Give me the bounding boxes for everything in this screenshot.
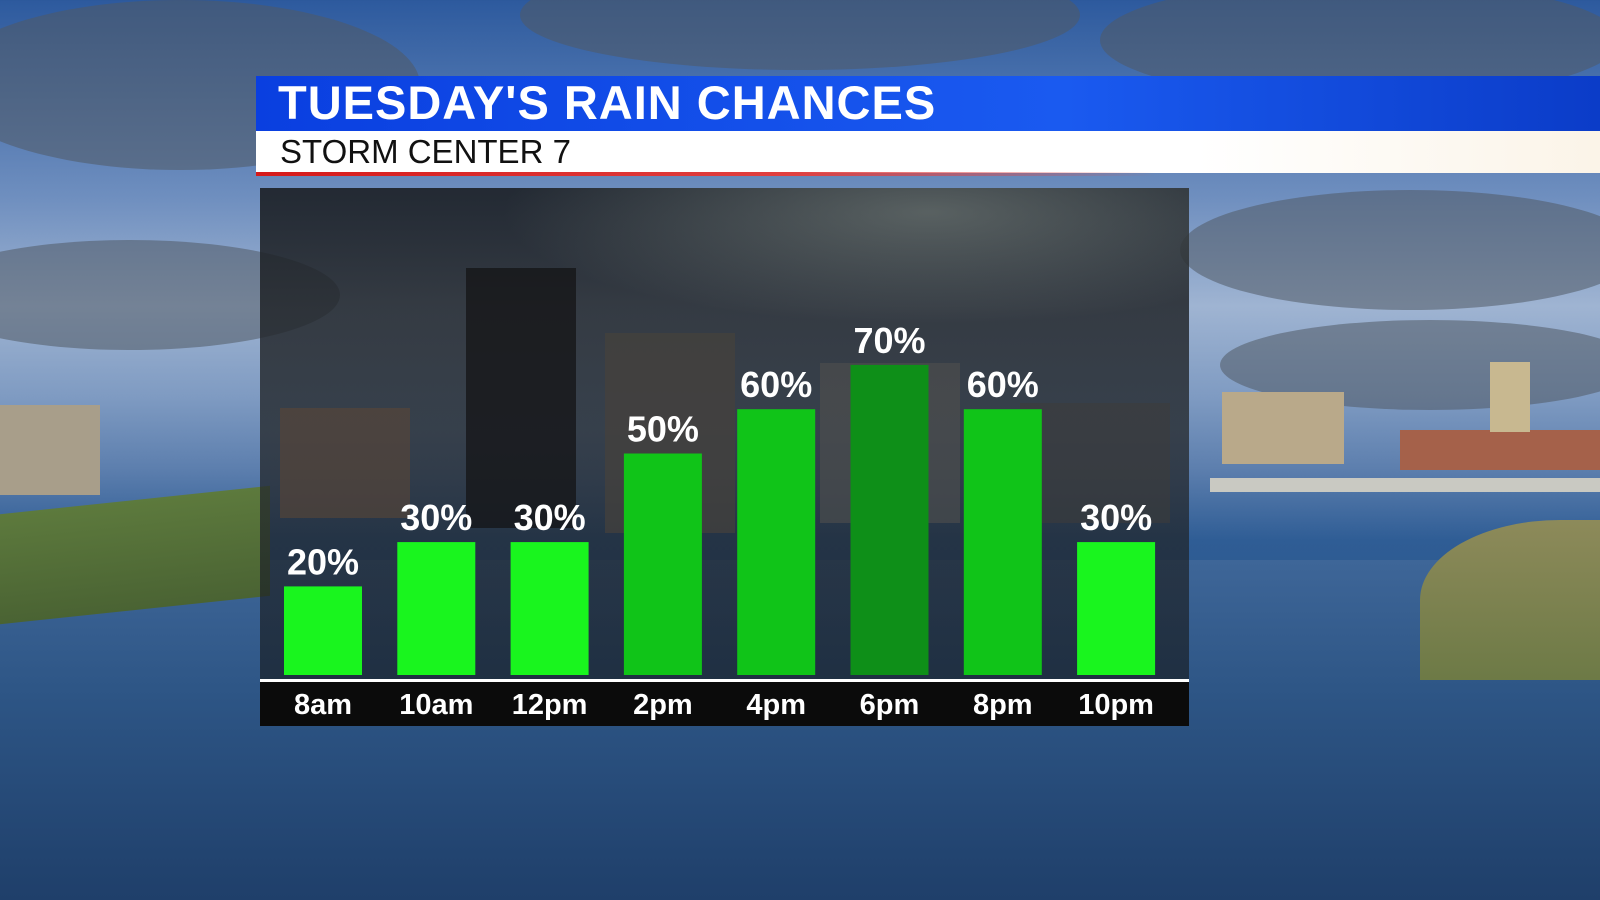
data-label: 30% — [1080, 497, 1152, 538]
title-bar — [256, 76, 1600, 131]
data-label: 70% — [853, 320, 925, 361]
bar-6pm — [850, 364, 929, 675]
data-label: 30% — [400, 497, 472, 538]
bridge — [1210, 478, 1600, 492]
x-tick-label: 6pm — [860, 689, 920, 721]
data-label: 50% — [627, 409, 699, 450]
accent-line — [256, 172, 1156, 176]
subtitle-bar — [256, 131, 1600, 173]
x-tick-label: 12pm — [512, 689, 588, 721]
bar-8pm — [963, 409, 1042, 675]
skyline-building — [280, 408, 410, 518]
bar-12pm — [510, 542, 589, 675]
station-name: STORM CENTER 7 — [280, 133, 571, 170]
x-tick-label: 10am — [399, 689, 473, 721]
x-tick-label: 8am — [294, 689, 352, 721]
data-label: 30% — [514, 497, 586, 538]
building-right-1 — [1222, 392, 1344, 464]
x-tick-label: 8pm — [973, 689, 1033, 721]
tower-right — [1490, 362, 1530, 432]
chart-baseline — [260, 679, 1189, 682]
x-tick-label: 4pm — [746, 689, 806, 721]
page-title: TUESDAY'S RAIN CHANCES — [278, 76, 937, 129]
skyline-building — [1020, 403, 1170, 523]
building-right-2 — [1400, 430, 1600, 470]
data-label: 60% — [967, 364, 1039, 405]
bar-4pm — [737, 409, 816, 675]
x-axis-strip — [260, 682, 1189, 726]
bar-8am — [284, 586, 362, 675]
x-tick-label: 2pm — [633, 689, 693, 721]
building-left — [0, 405, 100, 495]
x-tick-label: 10pm — [1078, 689, 1154, 721]
skyline-tower — [466, 268, 576, 528]
bar-10am — [397, 542, 476, 675]
data-label: 20% — [287, 541, 359, 582]
bar-2pm — [623, 453, 702, 675]
bar-10pm — [1077, 542, 1156, 675]
data-label: 60% — [740, 364, 812, 405]
